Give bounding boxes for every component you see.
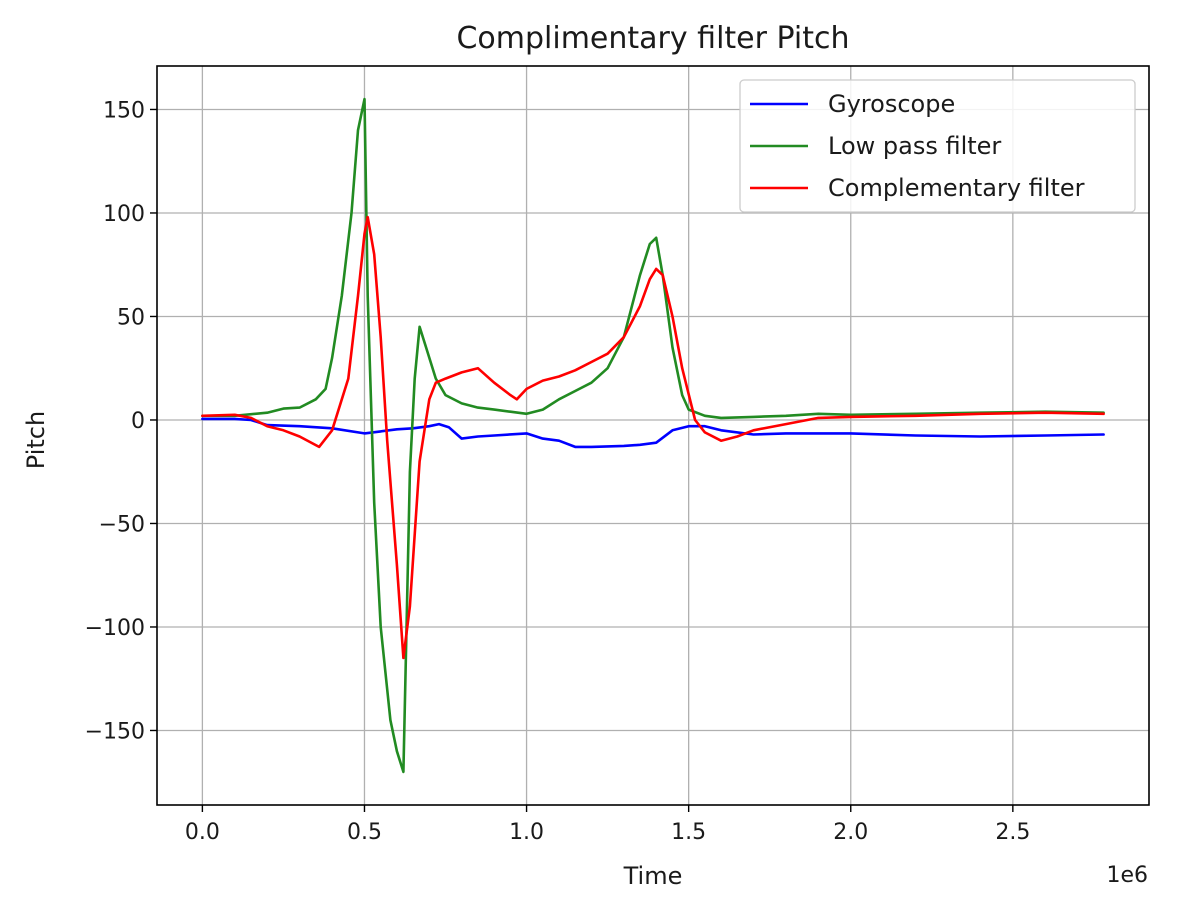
series-line-complementary-filter: [201, 215, 1105, 660]
x-tick-label: 1.0: [509, 820, 544, 845]
x-axis-offset-label: 1e6: [1106, 863, 1148, 888]
plot-frame: [156, 65, 1150, 806]
y-tick-label: −150: [85, 719, 145, 744]
y-tick-label: 0: [131, 409, 145, 434]
y-axis-ticks: 150 100 50 0 −50 −100 −150: [85, 98, 157, 744]
x-tick-label: 2.0: [833, 820, 868, 845]
x-tick-label: 0.0: [185, 820, 220, 845]
legend-label: Low pass filter: [828, 132, 1001, 160]
legend-label: Complementary filter: [828, 174, 1085, 202]
series-line-gyroscope: [201, 417, 1105, 449]
y-axis-label: Pitch: [22, 411, 50, 469]
y-tick-label: 50: [117, 305, 145, 330]
y-tick-label: −50: [99, 512, 145, 537]
legend-label: Gyroscope: [828, 90, 955, 118]
y-tick-label: 100: [103, 202, 145, 227]
series-line-low-pass-filter: [201, 97, 1105, 774]
x-tick-label: 2.5: [995, 820, 1030, 845]
chart-title: Complimentary filter Pitch: [456, 21, 849, 56]
legend-box: [739, 79, 1136, 213]
legend-items: Gyroscope Low pass filter Complementary fi…: [750, 90, 1085, 202]
series-layer: [201, 97, 1105, 774]
x-axis-ticks: 0.0 0.5 1.0 1.5 2.0 2.5: [185, 805, 1030, 845]
legend: Gyroscope Low pass filter Complementary fi…: [739, 79, 1136, 213]
x-axis-label: Time: [623, 862, 683, 890]
x-tick-label: 0.5: [347, 820, 382, 845]
grid: [157, 66, 1149, 805]
x-tick-label: 1.5: [671, 820, 706, 845]
y-tick-label: −100: [85, 616, 145, 641]
y-tick-label: 150: [103, 98, 145, 123]
